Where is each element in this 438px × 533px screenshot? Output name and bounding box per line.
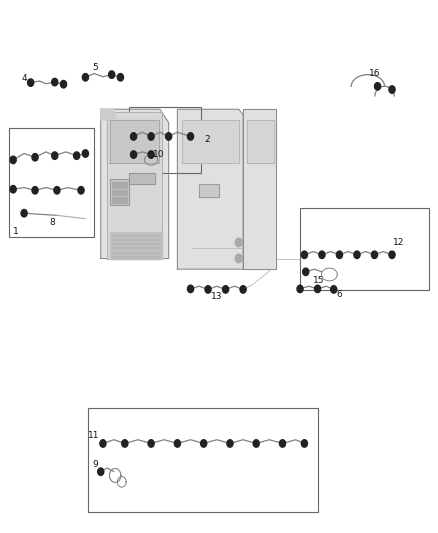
Circle shape — [374, 83, 381, 90]
Circle shape — [74, 152, 80, 159]
Text: 2: 2 — [204, 135, 209, 144]
Circle shape — [10, 156, 16, 164]
Polygon shape — [112, 182, 127, 188]
Circle shape — [148, 151, 154, 158]
Circle shape — [54, 187, 60, 194]
Text: 1: 1 — [13, 228, 19, 236]
Bar — [9, 128, 94, 237]
Circle shape — [21, 209, 27, 217]
Text: 10: 10 — [153, 150, 164, 159]
Bar — [129, 107, 201, 173]
Circle shape — [301, 440, 307, 447]
Polygon shape — [243, 109, 276, 269]
Circle shape — [389, 251, 395, 259]
Polygon shape — [129, 173, 155, 184]
Circle shape — [148, 440, 154, 447]
Circle shape — [354, 251, 360, 259]
Circle shape — [82, 74, 88, 81]
Polygon shape — [112, 197, 127, 203]
Polygon shape — [247, 120, 274, 163]
Circle shape — [227, 440, 233, 447]
Circle shape — [122, 440, 128, 447]
Circle shape — [201, 440, 207, 447]
Circle shape — [314, 285, 321, 293]
Polygon shape — [110, 120, 159, 163]
Circle shape — [319, 251, 325, 259]
Circle shape — [117, 74, 124, 81]
Bar — [300, 208, 429, 290]
Circle shape — [52, 78, 58, 86]
Circle shape — [60, 80, 67, 88]
Circle shape — [331, 286, 337, 293]
Text: 6: 6 — [336, 290, 343, 298]
Circle shape — [240, 286, 246, 293]
Polygon shape — [107, 120, 158, 163]
Circle shape — [10, 185, 16, 193]
Polygon shape — [177, 109, 243, 269]
Circle shape — [82, 150, 88, 157]
Polygon shape — [112, 190, 127, 195]
Polygon shape — [110, 232, 162, 259]
Text: 9: 9 — [92, 461, 99, 469]
Text: 15: 15 — [313, 276, 325, 285]
Polygon shape — [199, 184, 219, 197]
Circle shape — [109, 71, 115, 78]
Circle shape — [174, 440, 180, 447]
Text: 12: 12 — [393, 238, 404, 247]
Circle shape — [301, 251, 307, 259]
Circle shape — [371, 251, 378, 259]
Circle shape — [187, 133, 194, 140]
Circle shape — [279, 440, 286, 447]
Circle shape — [389, 86, 395, 93]
Circle shape — [131, 133, 137, 140]
Circle shape — [166, 133, 172, 140]
Text: 5: 5 — [92, 63, 99, 72]
Polygon shape — [110, 179, 129, 205]
Circle shape — [235, 238, 242, 247]
Polygon shape — [101, 109, 116, 120]
Circle shape — [52, 152, 58, 159]
Circle shape — [100, 440, 106, 447]
Circle shape — [187, 285, 194, 293]
Text: 13: 13 — [211, 293, 223, 301]
Circle shape — [32, 154, 38, 161]
Polygon shape — [107, 112, 162, 259]
Text: 4: 4 — [21, 75, 27, 83]
Circle shape — [205, 286, 211, 293]
Text: 16: 16 — [369, 69, 380, 78]
Circle shape — [28, 79, 34, 86]
Circle shape — [297, 285, 303, 293]
Polygon shape — [182, 120, 239, 163]
Bar — [88, 408, 318, 512]
Text: 8: 8 — [49, 218, 56, 227]
Circle shape — [131, 151, 137, 158]
Circle shape — [98, 468, 104, 475]
Text: 11: 11 — [88, 432, 100, 440]
Circle shape — [235, 254, 242, 263]
Polygon shape — [101, 109, 169, 259]
Circle shape — [148, 133, 154, 140]
Circle shape — [78, 187, 84, 194]
Circle shape — [223, 286, 229, 293]
Circle shape — [32, 187, 38, 194]
Circle shape — [253, 440, 259, 447]
Circle shape — [303, 268, 309, 276]
Circle shape — [336, 251, 343, 259]
